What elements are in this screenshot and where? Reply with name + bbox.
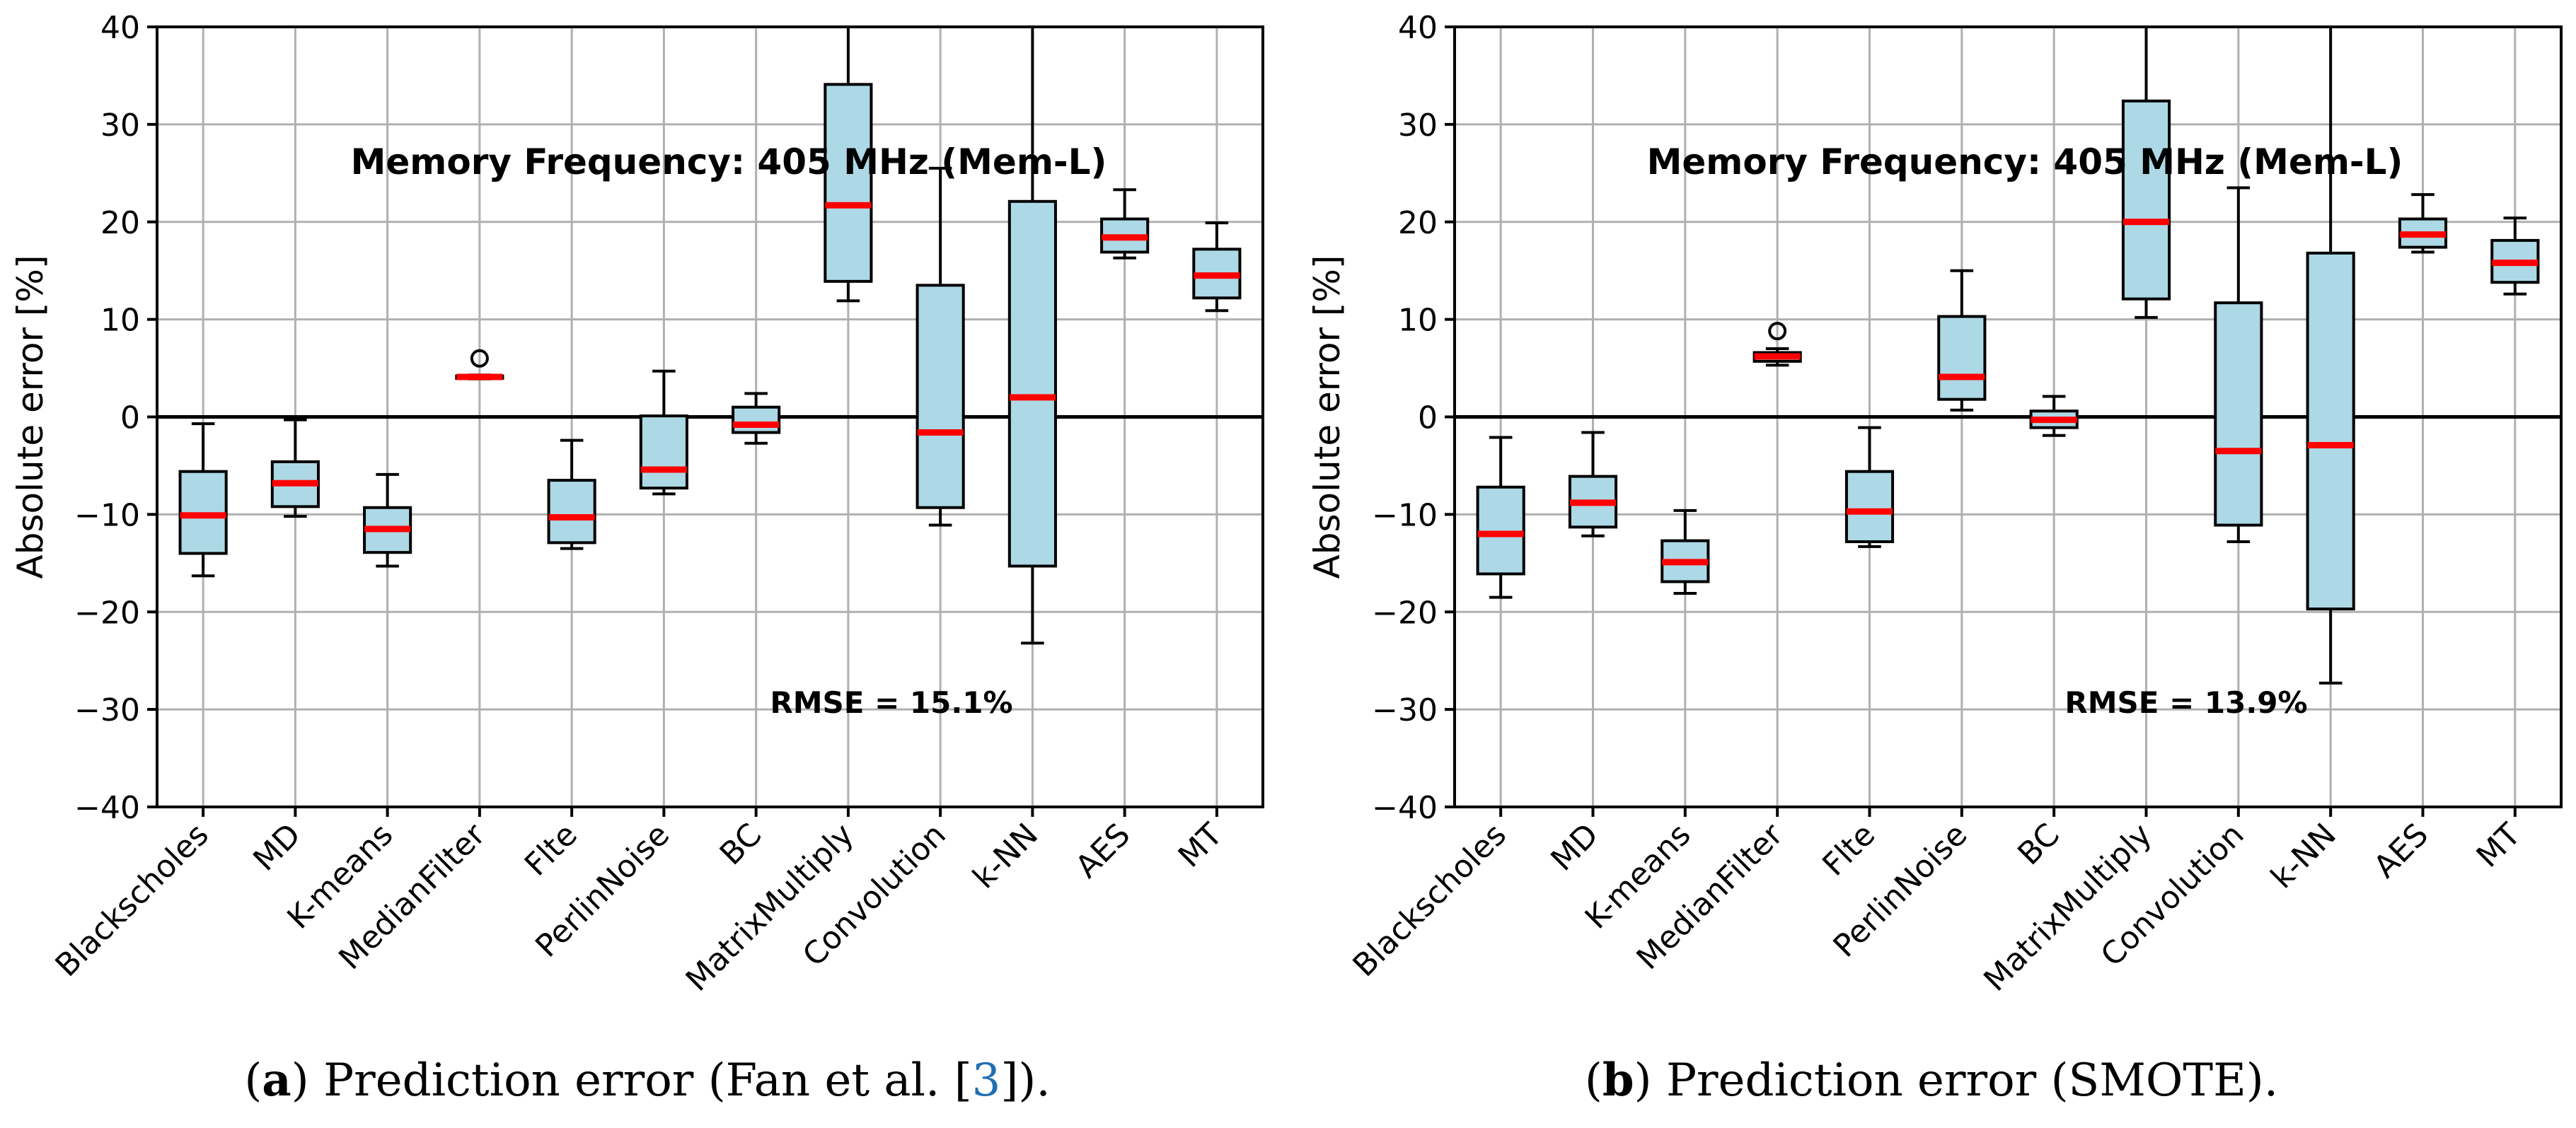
box-aes (2398, 193, 2448, 254)
box-blackscholes (1476, 436, 1525, 599)
box-md (1568, 431, 1618, 537)
caption-b-label: b (1602, 1054, 1634, 1107)
y-tick-label: 10 (100, 303, 140, 339)
chart-title: Memory Frequency: 405 MHz (Mem-L) (1647, 141, 2403, 182)
box-aes (1100, 188, 1150, 260)
x-tick-label: k-NN (966, 817, 1045, 896)
box-matrixmultiply (2121, 27, 2171, 319)
x-tick-label: MatrixMultiply (1977, 817, 2159, 999)
box-perlinnoise (639, 369, 688, 496)
box-bc (732, 392, 781, 445)
x-tick-label: Blackscholes (1346, 817, 1513, 984)
box-matrixmultiply (824, 27, 873, 303)
box-body (1937, 315, 1987, 401)
box-body (732, 405, 781, 434)
y-tick-label: 40 (100, 10, 140, 46)
caption-b-text: ) Prediction error (SMOTE). (1634, 1054, 2279, 1107)
x-tick-label: Flte (518, 817, 584, 883)
box-flte (547, 438, 596, 550)
box-flte (1844, 426, 1895, 548)
box-md (270, 418, 320, 518)
rmse-annotation: RMSE = 15.1% (770, 685, 1012, 720)
x-tick-label: MT (1172, 817, 1230, 875)
x-tick-label: MD (246, 817, 308, 878)
box-convolution (916, 166, 965, 527)
box-perlinnoise (1937, 269, 1987, 412)
y-tick-label: 20 (1398, 205, 1438, 241)
y-tick-label: 20 (100, 205, 140, 241)
flier-point (470, 349, 489, 368)
box-k-nn (2306, 27, 2355, 685)
box-body (916, 284, 965, 509)
box-body (2121, 99, 2171, 301)
y-tick-label: 0 (1418, 400, 1438, 436)
y-tick-label: −30 (74, 692, 140, 728)
x-tick-label: AES (2367, 817, 2436, 885)
x-tick-label: MD (1544, 817, 1605, 878)
y-tick-label: 10 (1398, 303, 1438, 339)
box-mt (1192, 221, 1242, 313)
x-tick-label: MatrixMultiply (679, 817, 861, 999)
x-tick-label: Flte (1815, 817, 1882, 883)
y-tick-label: 0 (120, 400, 140, 436)
x-tick-label: Blackscholes (49, 817, 216, 984)
caption-a-end: ]). (1000, 1054, 1051, 1107)
box-body (1844, 470, 1895, 543)
flier-point (1768, 322, 1787, 341)
y-tick-label: −20 (1372, 595, 1438, 631)
caption-a-text: ) Prediction error (Fan et al. [ (291, 1054, 972, 1107)
chart-title: Memory Frequency: 405 MHz (Mem-L) (351, 141, 1107, 182)
box-mt (2490, 216, 2540, 296)
boxes-group (1476, 27, 2540, 685)
y-tick-label: −10 (1372, 497, 1438, 533)
box-body (1007, 199, 1057, 568)
boxes-group (178, 27, 1242, 645)
box-body (1476, 485, 1525, 576)
x-tick-label: MT (2470, 817, 2528, 875)
box-blackscholes (178, 422, 228, 578)
x-tick-label: k-NN (2264, 817, 2343, 896)
y-tick-label: 30 (1398, 107, 1438, 144)
box-body (2306, 251, 2355, 611)
box-medianfilter (455, 349, 504, 380)
caption-a-label: a (262, 1054, 291, 1107)
caption-a: (a) Prediction error (Fan et al. [3]). (244, 1054, 1051, 1107)
box-body (824, 83, 873, 283)
y-tick-label: −20 (74, 595, 140, 631)
y-axis-label: Absolute error [%] (10, 255, 51, 579)
y-tick-label: −40 (1372, 790, 1438, 826)
box-body (639, 414, 688, 490)
box-medianfilter (1752, 322, 1802, 367)
y-tick-label: −40 (74, 790, 140, 826)
box-body (547, 479, 596, 545)
caption-b: (b) Prediction error (SMOTE). (1584, 1054, 2279, 1107)
rmse-annotation: RMSE = 13.9% (2064, 685, 2307, 720)
y-tick-label: 40 (1398, 10, 1438, 46)
box-body (2214, 301, 2263, 527)
box-k-means (363, 472, 412, 568)
y-tick-label: −30 (1372, 692, 1438, 728)
x-tick-label: BC (2011, 817, 2067, 873)
box-k-nn (1007, 27, 1057, 645)
y-tick-label: −10 (74, 497, 140, 533)
box-k-means (1660, 508, 1710, 595)
y-axis-label: Absolute error [%] (1307, 255, 1348, 579)
box-bc (2029, 395, 2079, 437)
caption-a-ref[interactable]: 3 (971, 1054, 1001, 1107)
box-convolution (2214, 186, 2263, 543)
x-tick-label: BC (713, 817, 769, 873)
y-tick-label: 30 (100, 107, 140, 144)
x-tick-label: AES (1069, 817, 1138, 885)
